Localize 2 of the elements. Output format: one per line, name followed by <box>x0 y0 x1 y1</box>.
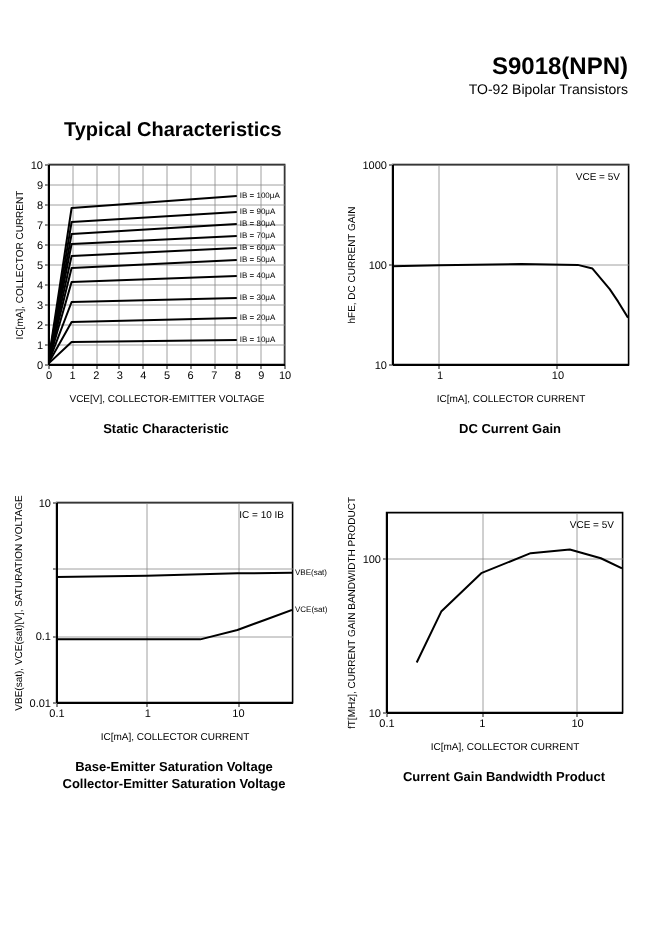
text: S9018(NPN) <box>491 52 628 80</box>
text: Typical Characteristics <box>64 120 282 142</box>
